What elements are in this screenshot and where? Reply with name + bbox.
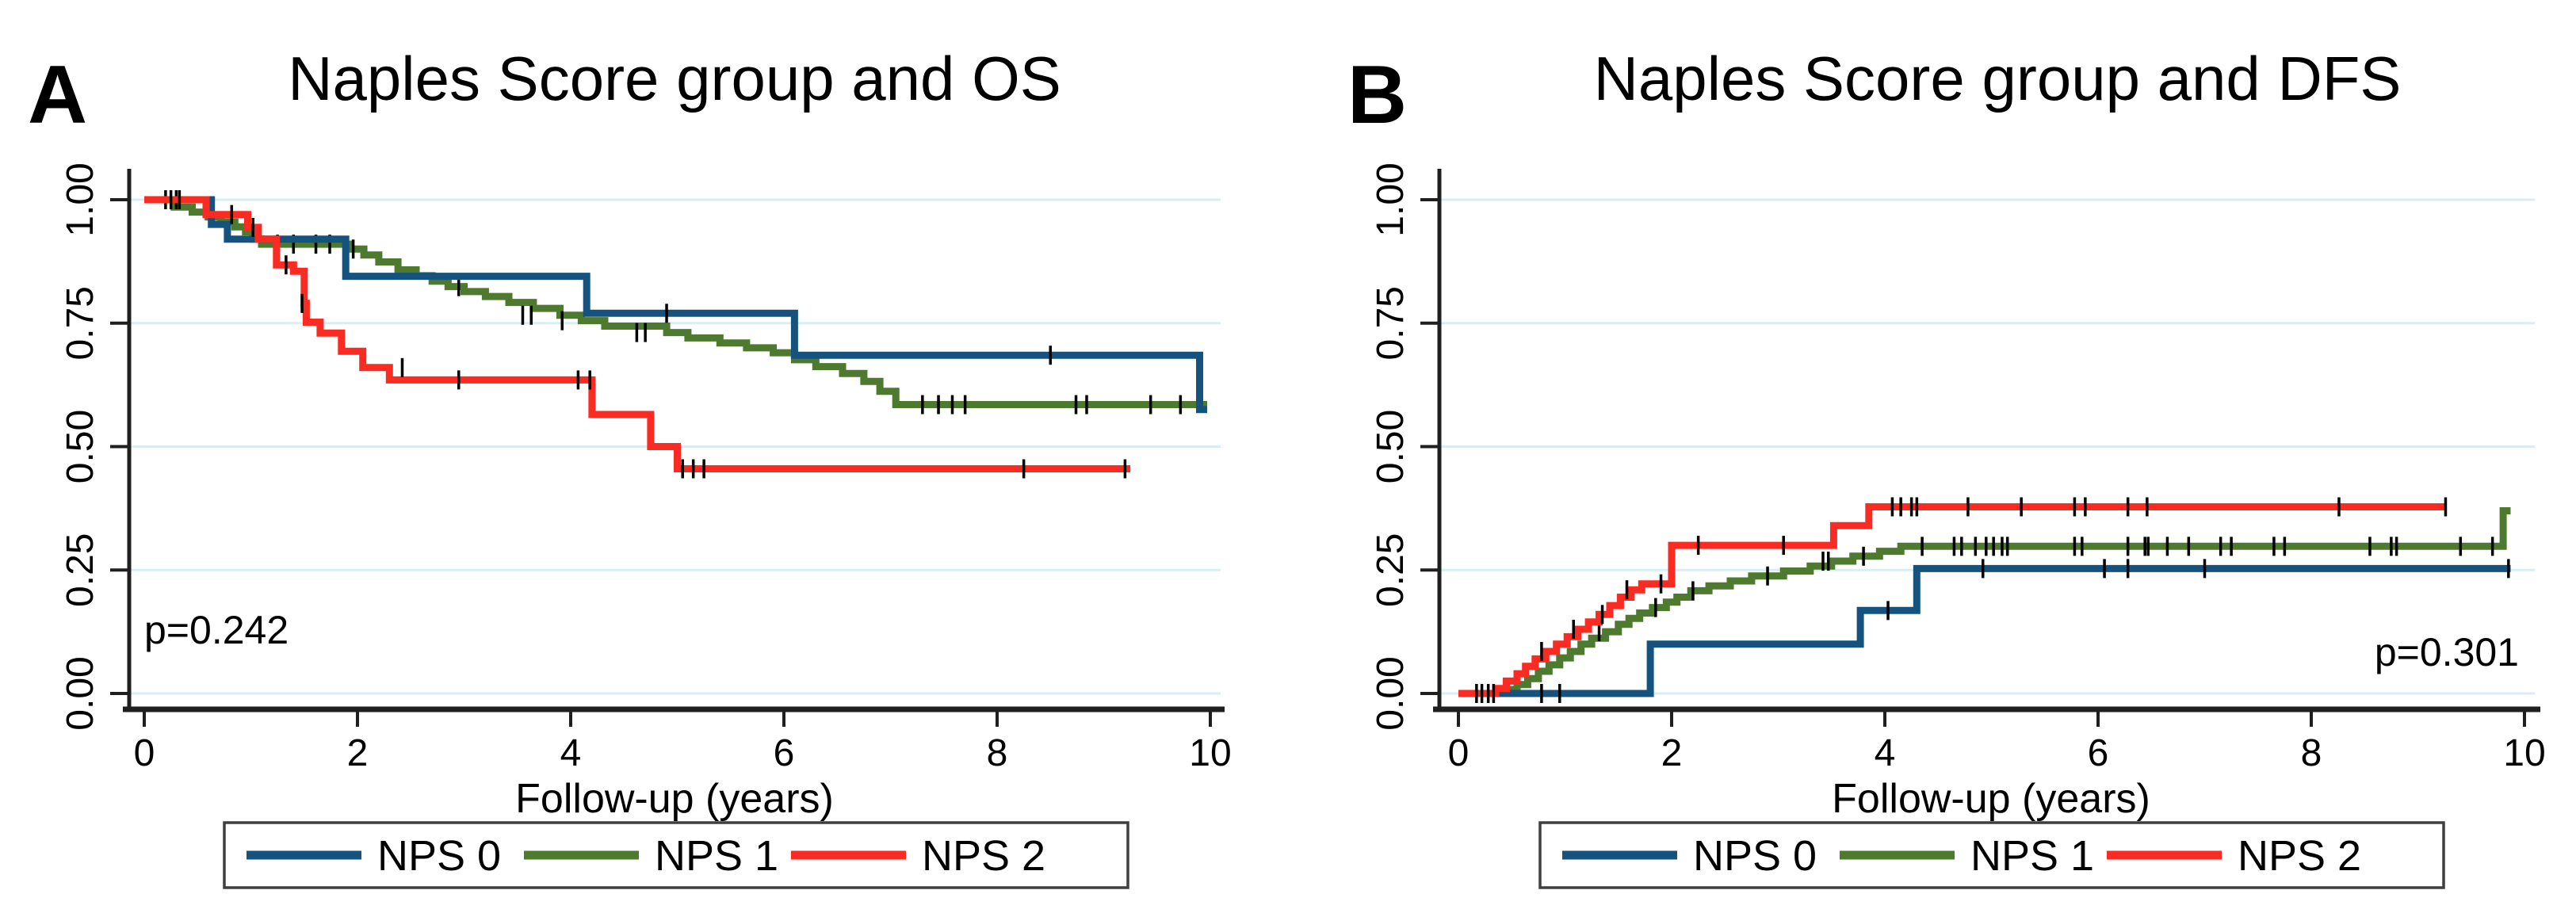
panel-a-x-tick-label: 0 [134, 732, 155, 774]
panel-b-legend: NPS 0 NPS 1 NPS 2 [1562, 832, 2361, 880]
km-curve-nps-2 [144, 196, 1131, 472]
legend-label-nps-2: NPS 2 [922, 832, 1045, 880]
legend-label-nps-0: NPS 0 [377, 832, 501, 880]
panel-b-y-tick-label: 0.75 [1370, 286, 1412, 360]
panel-a-pvalue: p=0.242 [144, 608, 289, 652]
panel-b-curves [1458, 497, 2511, 703]
km-curve-nps-0 [1458, 564, 2511, 697]
panel-a: 0.00 0.25 0.50 0.75 1.00 0 2 4 6 8 10 A Naples Sco… [28, 44, 1232, 889]
km-curve-nps-2 [1458, 503, 2446, 697]
panel-a-legend: NPS 0 NPS 1 NPS 2 [247, 832, 1045, 880]
panel-b-ticklabels: 0.00 0.25 0.50 0.75 1.00 0 2 4 6 8 10 [1370, 162, 2546, 774]
km-curve-nps-1 [1458, 507, 2511, 697]
panel-b-x-tick-label: 4 [1875, 732, 1896, 774]
panel-b-x-tick-label: 6 [2088, 732, 2109, 774]
panel-b: 0.00 0.25 0.50 0.75 1.00 0 2 4 6 8 10 B Naples Sco… [1347, 44, 2546, 889]
panel-b-x-axis-title: Follow-up (years) [1832, 776, 2150, 822]
panel-a-x-axis-title: Follow-up (years) [515, 776, 834, 822]
panel-a-y-tick-label: 0.25 [59, 533, 101, 607]
panel-a-y-tick-label: 0.50 [59, 410, 101, 483]
panel-b-y-tick-label: 0.50 [1370, 410, 1412, 483]
panel-b-x-tick-label: 8 [2301, 732, 2322, 774]
panel-b-x-tick-label: 0 [1448, 732, 1470, 774]
panel-a-x-tick-label: 4 [560, 732, 582, 774]
panel-b-x-tick-label: 2 [1661, 732, 1683, 774]
panel-b-axes [1420, 169, 2540, 727]
panel-a-x-tick-label: 10 [1189, 732, 1231, 774]
panel-a-y-tick-label: 1.00 [59, 162, 101, 236]
legend-label-nps-1: NPS 1 [1970, 832, 2094, 880]
panel-a-x-tick-label: 8 [987, 732, 1008, 774]
panel-a-ticklabels: 0.00 0.25 0.50 0.75 1.00 0 2 4 6 8 10 [59, 162, 1232, 774]
panel-a-y-tick-label: 0.75 [59, 286, 101, 360]
panel-b-legend-box [1538, 821, 2445, 889]
km-curve-nps-0 [144, 196, 1207, 414]
panel-b-title: Naples Score group and DFS [1594, 44, 2402, 113]
panel-b-label: B [1347, 49, 1407, 141]
legend-label-nps-0: NPS 0 [1693, 832, 1817, 880]
legend-label-nps-1: NPS 1 [655, 832, 778, 880]
panel-a-x-tick-label: 6 [774, 732, 795, 774]
panel-b-y-tick-label: 0.00 [1370, 656, 1412, 730]
panel-a-x-tick-label: 2 [347, 732, 369, 774]
panel-a-title: Naples Score group and OS [288, 44, 1061, 113]
panel-a-y-tick-label: 0.00 [59, 656, 101, 730]
panel-b-pvalue: p=0.301 [2375, 630, 2519, 674]
panel-b-x-tick-label: 10 [2503, 732, 2545, 774]
legend-label-nps-2: NPS 2 [2238, 832, 2361, 880]
panel-a-axes [110, 169, 1225, 727]
panel-b-y-tick-label: 0.25 [1370, 533, 1412, 607]
panel-a-curves [144, 190, 1207, 479]
panel-b-y-tick-label: 1.00 [1370, 162, 1412, 236]
panel-a-label: A [28, 49, 87, 141]
panel-a-legend-box [223, 821, 1129, 889]
